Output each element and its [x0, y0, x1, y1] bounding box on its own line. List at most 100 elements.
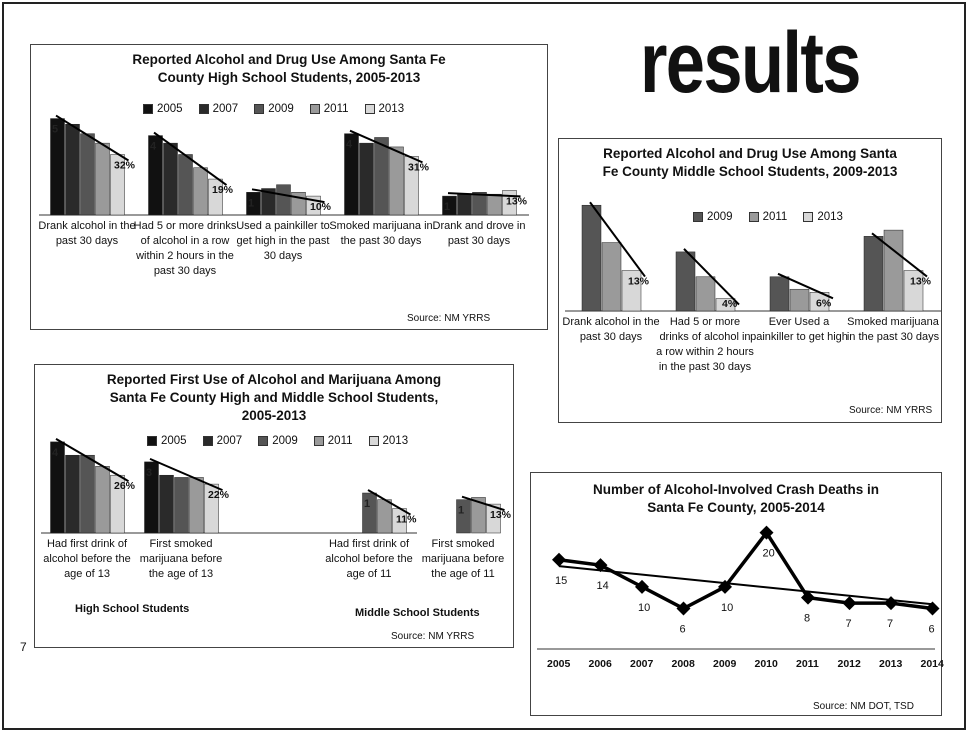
trend-line — [251, 188, 325, 204]
partial-value-label: 4 — [52, 447, 59, 459]
trend-line — [153, 131, 228, 186]
trend-line — [558, 565, 933, 606]
data-label: 7 — [887, 618, 893, 630]
chart-source: Source: NM YRRS — [407, 313, 491, 324]
category-label: Drank alcohol in the past 30 days — [562, 316, 660, 343]
category-label: Had 5 or more drinks of alcohol in a row… — [656, 316, 754, 373]
bar-2009 — [276, 184, 291, 216]
data-point — [676, 601, 691, 616]
chart-title: Reported Alcohol and Drug Use Among Sant… — [602, 146, 898, 179]
data-point — [593, 558, 608, 573]
bar-2009 — [80, 454, 95, 534]
legend-item-2009: 2009 — [693, 211, 733, 223]
bar-2007 — [65, 123, 80, 216]
bar-2011 — [883, 229, 904, 312]
bar-2011 — [471, 497, 486, 534]
legend-item-2013: 2013 — [803, 211, 843, 223]
legend-item-2013: 2013 — [364, 103, 405, 115]
bar-2005 — [148, 135, 163, 216]
trend-line — [367, 489, 412, 516]
category-label: Smoked marijuana in the past 30 days — [329, 220, 433, 247]
bar-2013 — [903, 270, 924, 312]
x-tick-label: 2010 — [755, 658, 779, 670]
x-tick-label: 2005 — [547, 658, 571, 670]
data-label: 7 — [846, 618, 852, 630]
data-label: 14 — [597, 580, 609, 592]
data-label: 11% — [396, 514, 417, 526]
bar-2011 — [601, 242, 622, 312]
legend-swatch — [309, 103, 320, 114]
bar-2011 — [95, 466, 110, 534]
partial-value-label: 1 — [444, 201, 450, 213]
x-tick-label: 2006 — [589, 658, 613, 670]
legend-item-2011: 2011 — [309, 103, 349, 115]
bar-2011 — [377, 499, 392, 534]
bar-2007 — [65, 454, 80, 534]
data-label: 13% — [910, 276, 932, 288]
bar-2005 — [50, 441, 65, 534]
group-label-middle-school: Middle School Students — [355, 607, 480, 619]
data-label: 6 — [680, 624, 686, 636]
category-label: First smoked marijuana before the age of… — [139, 538, 223, 580]
legend-label: 2013 — [378, 103, 405, 115]
legend-item-2005: 2005 — [147, 435, 187, 447]
category-label: First smoked marijuana before the age of… — [421, 538, 505, 580]
bar-2011 — [695, 276, 716, 312]
bar-2013 — [208, 178, 223, 216]
data-label: 32% — [114, 159, 136, 171]
first-use-plot: 4 26% 3 22% 1 11% 1 13% — [41, 438, 512, 534]
trend-line — [149, 457, 223, 492]
bar-2009 — [863, 236, 884, 312]
data-label: 13% — [506, 195, 528, 207]
data-label: 10 — [721, 602, 733, 614]
legend-swatch — [693, 211, 703, 222]
data-label: 6% — [816, 297, 832, 309]
partial-value-label: 1 — [248, 197, 254, 209]
legend-label: 2009 — [707, 211, 733, 223]
trend-line — [871, 232, 928, 278]
legend-label: 2007 — [212, 103, 239, 115]
bar-2011 — [95, 142, 110, 216]
bar-2013 — [404, 156, 419, 216]
chart-title: Reported First Use of Alcohol and Mariju… — [106, 372, 442, 423]
group-label-high-school: High School Students — [75, 603, 190, 615]
bar-2007 — [261, 188, 276, 216]
bar-2007 — [159, 474, 174, 534]
trend-line — [683, 248, 740, 306]
legend-swatch — [258, 435, 269, 446]
data-point — [759, 525, 774, 540]
legend-label: 2013 — [817, 211, 843, 223]
legend-item-2011: 2011 — [313, 435, 353, 447]
bar-2007 — [359, 142, 374, 216]
data-point — [842, 596, 857, 611]
bar-2005 — [344, 133, 359, 216]
bar-2009 — [178, 154, 193, 216]
category-label: Drank and drove in past 30 days — [432, 220, 526, 247]
partial-value-label: 3 — [146, 467, 152, 479]
data-label: 31% — [408, 161, 430, 173]
bar-2011 — [189, 477, 204, 534]
legend-swatch — [748, 211, 759, 222]
legend-label: 2013 — [382, 435, 409, 447]
data-label: 15 — [555, 575, 567, 587]
bar-2009 — [769, 276, 790, 312]
data-label: 19% — [212, 184, 234, 196]
data-label: 8 — [804, 613, 810, 625]
partial-value-label: 5 — [52, 124, 58, 136]
legend-swatch — [368, 435, 379, 446]
legend-label: 2005 — [161, 435, 187, 447]
category-label: Ever Used a painkiller to get high — [750, 316, 848, 343]
crash-deaths-plot: 15 2005 14 2006 10 2007 6 2008 10 2009 20 2010 8 2011… — [537, 525, 944, 670]
legend-item-2007: 2007 — [202, 435, 242, 447]
bar-2011 — [487, 193, 502, 216]
bar-2009 — [374, 137, 389, 216]
trend-line — [447, 192, 521, 198]
legend-item-2011: 2011 — [748, 211, 787, 223]
data-label: 13% — [490, 509, 512, 521]
category-label: Had 5 or more drinks of alcohol in a row… — [133, 220, 237, 277]
chart-legend: 2005 2007 2009 2011 2013 — [147, 435, 424, 447]
bar-2007 — [457, 193, 472, 216]
bar-2009 — [472, 192, 487, 216]
chart-legend: 2005 2007 2009 2011 2013 — [143, 103, 420, 115]
